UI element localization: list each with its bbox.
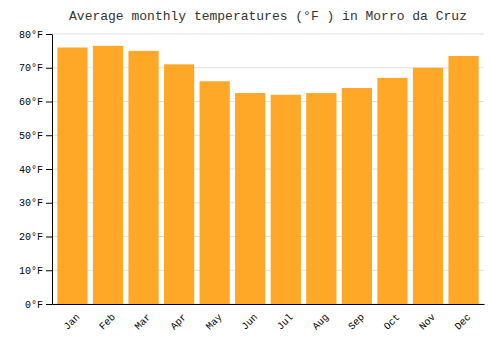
y-tick-mark <box>46 68 52 69</box>
x-tick: Feb <box>97 312 118 333</box>
y-tick-label: 20°F <box>19 232 43 243</box>
y-tick: 30°F <box>19 198 52 209</box>
x-axis-line <box>53 304 485 305</box>
x-tick-label: Oct <box>382 312 403 333</box>
y-tick-label: 70°F <box>19 63 43 74</box>
bars <box>57 46 478 304</box>
y-axis: 0°F 10°F 20°F 30°F 40°F 50°F 60°F 70°F 80°F <box>19 30 53 311</box>
x-tick: Nov <box>417 312 438 333</box>
y-tick-label: 10°F <box>19 266 43 277</box>
x-tick-label: Jul <box>275 312 296 333</box>
x-tick: Aug <box>311 312 332 333</box>
x-tick-label: Nov <box>417 312 438 333</box>
x-tick-label: Jan <box>62 312 83 333</box>
y-tick: 40°F <box>19 165 52 176</box>
bar <box>448 56 478 304</box>
y-tick-mark <box>46 203 52 204</box>
x-tick: Sep <box>346 312 367 333</box>
x-axis: Jan Feb Mar Apr May Jun Jul Aug Sep Oct Nov Dec <box>53 305 485 333</box>
chart-title: Average monthly temperatures (°F ) in Mo… <box>69 9 467 24</box>
x-tick: May <box>204 312 225 333</box>
x-tick: Oct <box>382 312 403 333</box>
x-tick-label: Apr <box>168 312 189 333</box>
y-tick-label: 50°F <box>19 131 43 142</box>
x-tick-label: Feb <box>97 312 118 333</box>
y-tick-mark <box>46 270 52 271</box>
y-tick-mark <box>46 304 52 305</box>
x-tick-label: Jun <box>240 312 261 333</box>
bar <box>271 95 301 304</box>
x-tick: Jul <box>275 312 296 333</box>
x-tick-label: Sep <box>346 312 367 333</box>
plot-area: Jan Feb Mar Apr May Jun Jul Aug Sep Oct Nov Dec 0°F 1… <box>19 30 485 333</box>
bar <box>413 68 443 304</box>
y-tick-mark <box>46 102 52 103</box>
y-tick-label: 40°F <box>19 165 43 176</box>
bar <box>200 81 230 304</box>
x-tick-label: Mar <box>133 312 154 333</box>
y-tick-mark <box>46 135 52 136</box>
y-tick: 50°F <box>19 131 52 142</box>
y-tick-label: 80°F <box>19 30 43 41</box>
bar <box>235 93 265 304</box>
x-tick-label: Dec <box>453 312 474 333</box>
x-tick: Apr <box>168 312 189 333</box>
x-tick-label: May <box>204 312 225 333</box>
y-tick-mark <box>46 237 52 238</box>
x-tick: Dec <box>453 312 474 333</box>
bar <box>164 64 194 304</box>
y-tick: 80°F <box>19 30 52 41</box>
bar <box>377 78 407 304</box>
bar <box>306 93 336 304</box>
y-tick-label: 60°F <box>19 97 43 108</box>
x-tick: Jun <box>240 312 261 333</box>
y-tick-mark <box>46 34 52 35</box>
bar <box>128 51 158 304</box>
y-axis-line <box>52 35 53 305</box>
y-tick: 60°F <box>19 97 52 108</box>
x-tick-label: Aug <box>311 312 332 333</box>
x-tick: Mar <box>133 312 154 333</box>
y-tick: 0°F <box>25 300 52 311</box>
bar <box>342 88 372 304</box>
bar <box>93 46 123 304</box>
y-tick-mark <box>46 169 52 170</box>
y-tick: 20°F <box>19 232 52 243</box>
y-tick-label: 30°F <box>19 198 43 209</box>
y-tick-label: 0°F <box>25 300 43 311</box>
grid-line <box>52 34 484 35</box>
y-tick: 70°F <box>19 63 52 74</box>
x-tick: Jan <box>62 312 83 333</box>
y-tick: 10°F <box>19 266 52 277</box>
chart-svg: Jan Feb Mar Apr May Jun Jul Aug Sep Oct Nov Dec 0°F 1… <box>0 0 500 350</box>
chart-container: Jan Feb Mar Apr May Jun Jul Aug Sep Oct Nov Dec 0°F 1… <box>0 0 500 350</box>
grid <box>52 34 484 304</box>
bar <box>57 48 87 305</box>
